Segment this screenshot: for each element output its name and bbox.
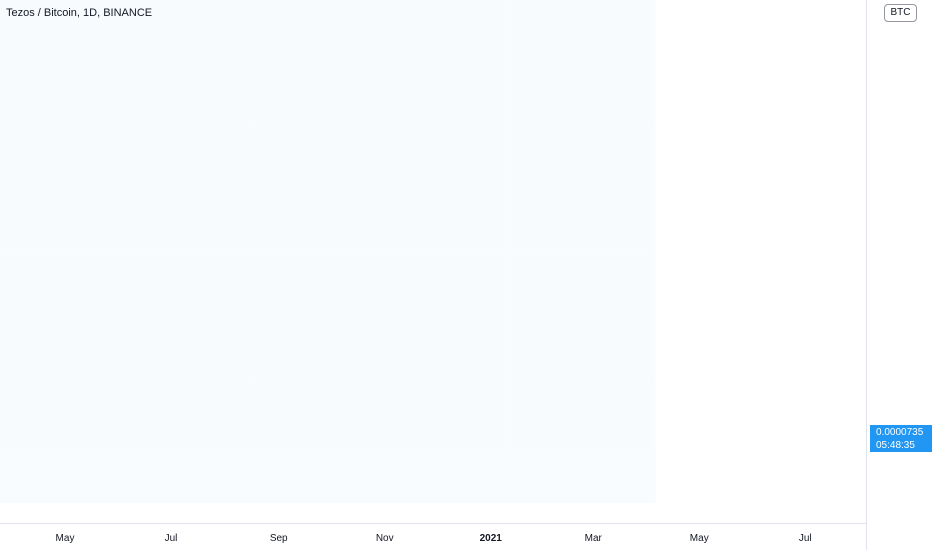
x-tick-label: 2021 <box>480 533 503 544</box>
x-tick-label: May <box>690 533 709 544</box>
bar-countdown: 05:48:35 <box>876 440 915 451</box>
x-tick-label: Mar <box>585 533 603 544</box>
current-price-value: 0.0000735 <box>876 427 924 438</box>
price-area <box>0 0 656 503</box>
symbol-title: Tezos / Bitcoin, 1D, BINANCE <box>6 7 153 19</box>
x-tick-label: Nov <box>376 533 394 544</box>
current-price-tag: 0.0000735 05:48:35 <box>870 425 932 452</box>
x-tick-label: Jul <box>799 533 812 544</box>
x-tick-label: Sep <box>270 533 288 544</box>
currency-badge[interactable]: BTC <box>884 4 917 22</box>
x-tick-label: Jul <box>165 533 178 544</box>
x-tick-label: May <box>56 533 75 544</box>
